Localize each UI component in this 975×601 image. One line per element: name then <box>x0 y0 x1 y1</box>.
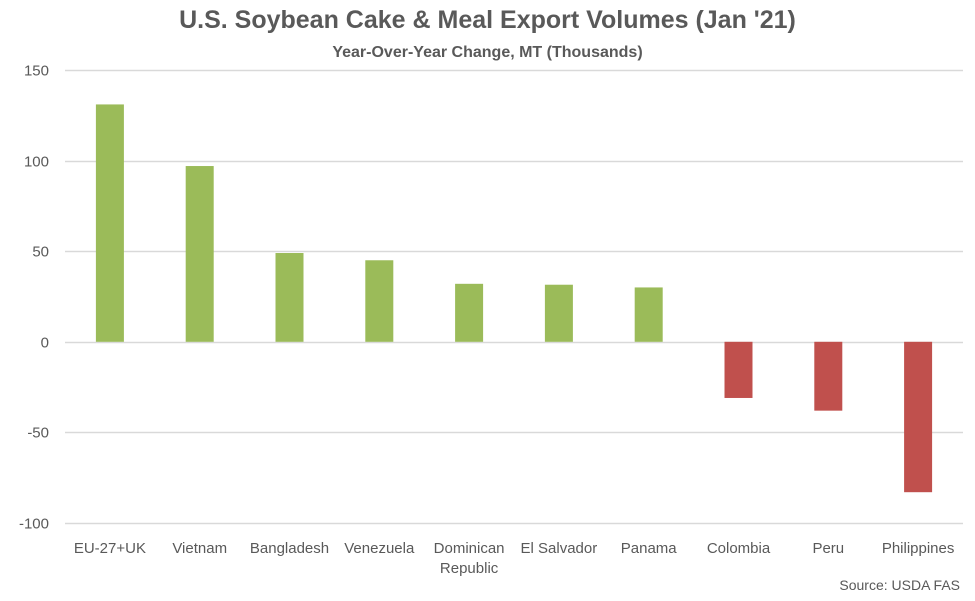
y-tick-label: 150 <box>24 63 49 80</box>
bar-dominican-republic <box>455 283 484 342</box>
x-tick-label: Bangladesh <box>250 540 329 557</box>
bar-el-salvador <box>544 284 573 342</box>
x-tick-label: EU-27+UK <box>74 540 146 557</box>
y-tick-label: 0 <box>41 335 49 352</box>
x-tick-label: Philippines <box>882 540 955 557</box>
x-tick-label: Venezuela <box>344 540 415 557</box>
x-tick-label: Panama <box>621 540 678 557</box>
bar-peru <box>814 341 843 411</box>
x-tick-label: Colombia <box>707 540 771 557</box>
bar-vietnam <box>185 166 214 342</box>
x-tick-label: El Salvador <box>521 540 598 557</box>
bar-panama <box>634 287 663 342</box>
source-note: Source: USDA FAS <box>839 577 960 593</box>
chart-subtitle: Year-Over-Year Change, MT (Thousands) <box>332 44 643 61</box>
y-tick-label: -100 <box>19 516 49 533</box>
y-tick-label: 100 <box>24 154 49 171</box>
bar-philippines <box>904 341 933 493</box>
bar-colombia <box>724 341 753 398</box>
x-tick-label: Peru <box>812 540 844 557</box>
x-tick-label: Vietnam <box>172 540 227 557</box>
chart-title: U.S. Soybean Cake & Meal Export Volumes … <box>179 6 796 34</box>
bar-bangladesh <box>275 253 304 342</box>
bar-eu-27-uk <box>95 104 124 342</box>
y-tick-label: -50 <box>27 425 49 442</box>
y-tick-label: 50 <box>32 244 49 261</box>
x-tick-label: Dominican Republic <box>434 540 505 577</box>
bar-venezuela <box>365 260 394 342</box>
